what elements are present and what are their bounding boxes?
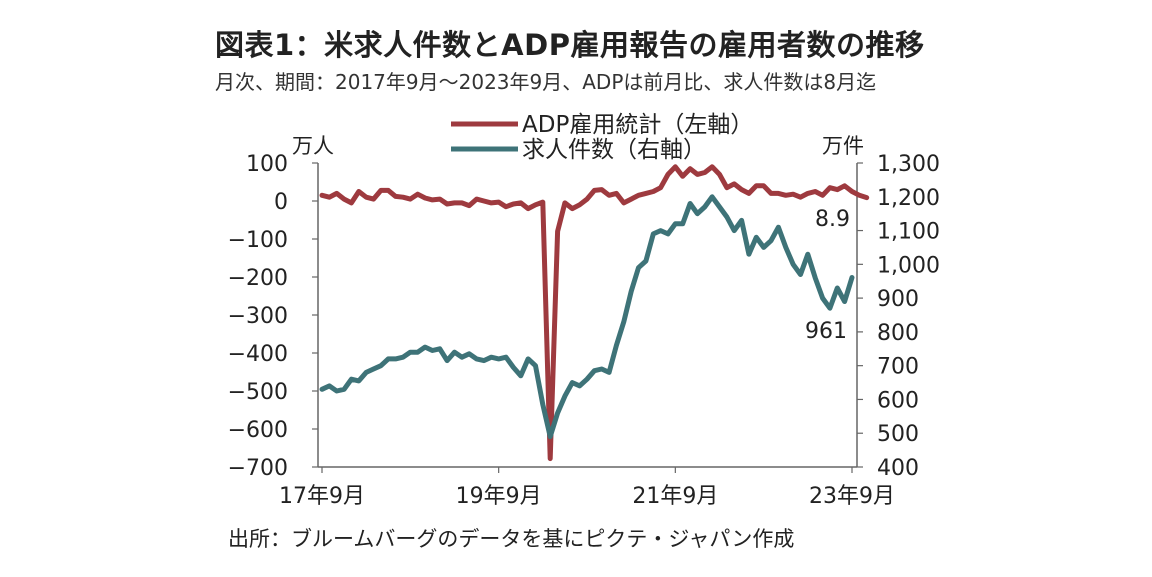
x-tick-label: 17年9月	[279, 484, 365, 509]
left-tick-label: −100	[228, 228, 288, 253]
left-tick-label: −700	[228, 456, 288, 481]
left-tick-label: −500	[228, 380, 288, 405]
left-tick-label: −300	[228, 304, 288, 329]
right-tick-label: 500	[877, 422, 919, 447]
right-tick-label: 700	[877, 355, 919, 380]
right-tick-label: 900	[877, 287, 919, 312]
right-tick-label: 1,000	[877, 253, 940, 278]
right-tick-label: 800	[877, 321, 919, 346]
x-tick-label: 19年9月	[456, 484, 542, 509]
left-tick-label: −600	[228, 418, 288, 443]
legend-item-openings-label: 求人件数（右軸）	[522, 137, 706, 163]
left-tick-label: 100	[246, 152, 288, 177]
series-line-adp	[319, 164, 870, 462]
chart-subtitle: 月次、期間：2017年9月～2023年9月、ADPは前月比、求人件数は8月迄	[215, 70, 877, 94]
left-axis-unit: 万人	[292, 134, 334, 158]
annotation-openings-last: 961	[805, 319, 847, 344]
left-tick-label: 0	[274, 190, 288, 215]
x-tick-label: 21年9月	[632, 484, 718, 509]
right-axis-unit: 万件	[822, 134, 864, 158]
x-tick-label: 23年9月	[809, 484, 895, 509]
right-tick-label: 600	[877, 388, 919, 413]
annotation-adp-last: 8.9	[815, 207, 850, 232]
legend-item-adp-label: ADP雇用統計（左軸）	[522, 112, 753, 138]
left-tick-label: −200	[228, 266, 288, 291]
chart-title: 図表1：米求人件数とADP雇用報告の雇用者数の推移	[215, 28, 925, 62]
right-tick-label: 1,300	[877, 152, 940, 177]
source-note: 出所：ブルームバーグのデータを基にピクテ・ジャパン作成	[228, 527, 795, 551]
right-tick-label: 400	[877, 456, 919, 481]
series-line-openings	[319, 194, 855, 440]
right-tick-label: 1,200	[877, 186, 940, 211]
right-tick-label: 1,100	[877, 220, 940, 245]
left-tick-label: −400	[228, 342, 288, 367]
